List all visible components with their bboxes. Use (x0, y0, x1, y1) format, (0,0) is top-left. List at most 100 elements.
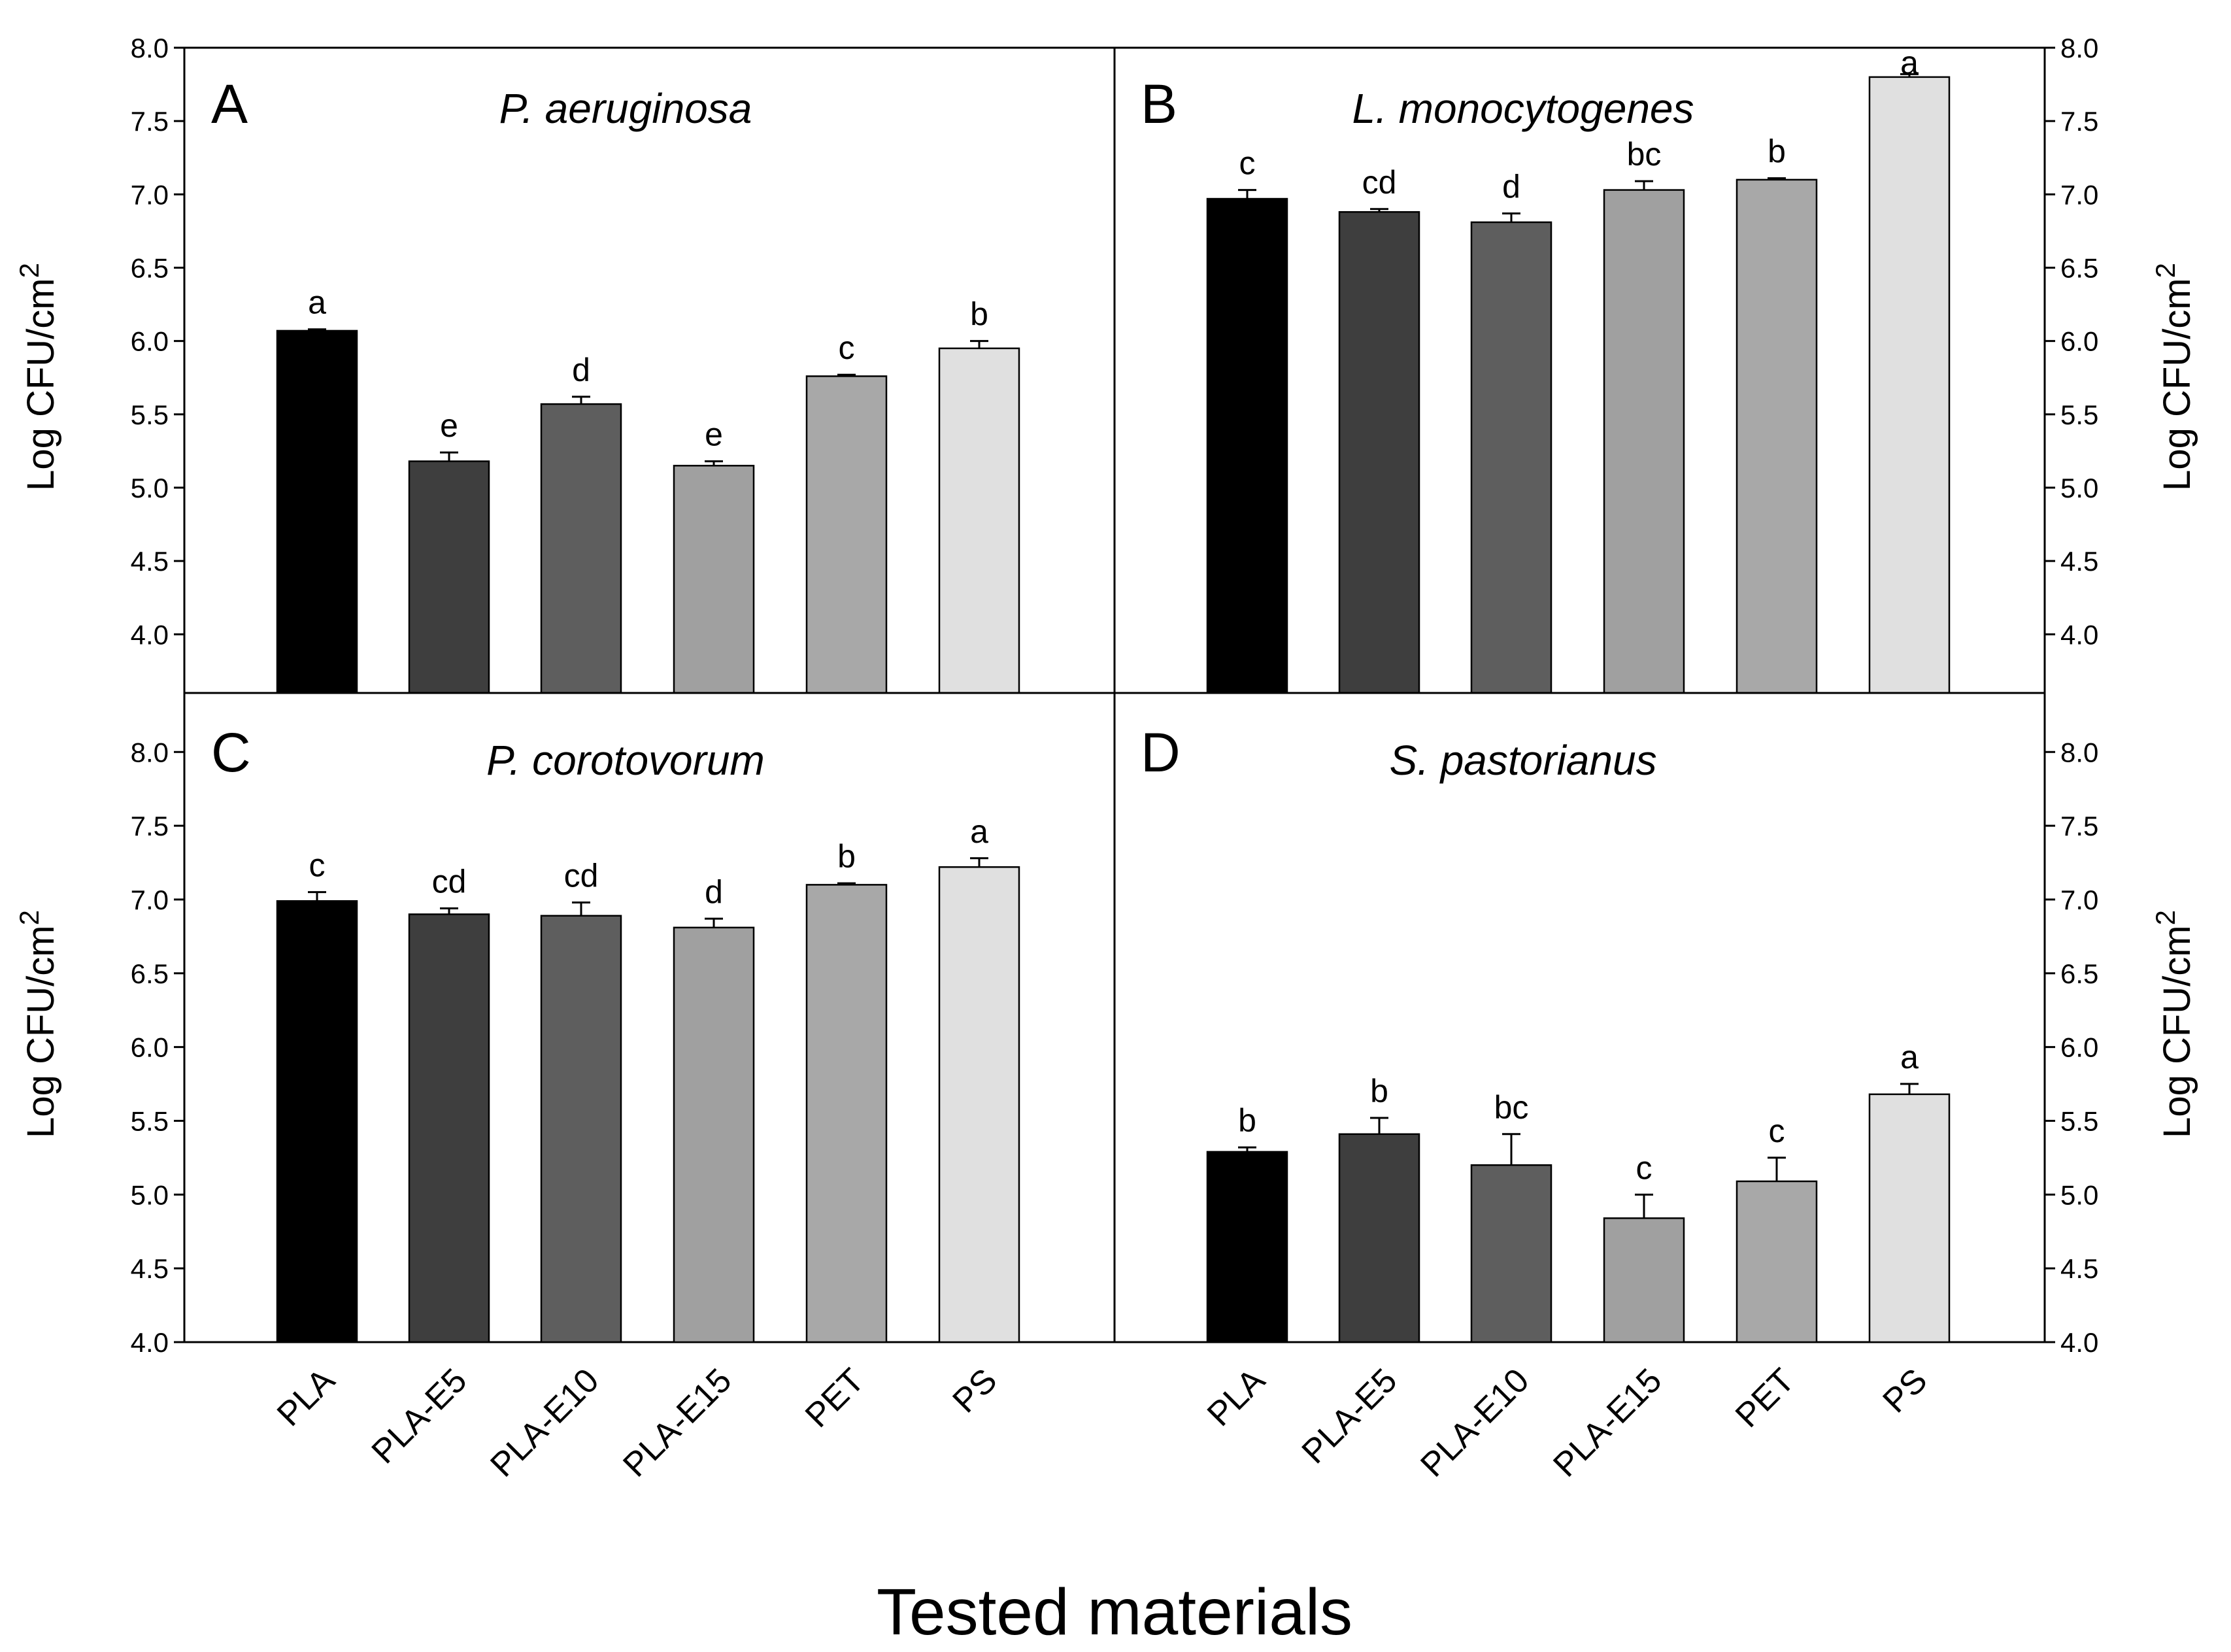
panel-b: 4.0 4.5 5.0 5.5 6.0 6.5 7.0 7.5 8.0 Log CFU/cm2 B L… (1113, 33, 2199, 694)
panel-letter: D (1141, 722, 1181, 783)
y-tick-label: 6.5 (131, 958, 169, 989)
category-label: PET (798, 1361, 872, 1435)
significance-label: c (1769, 1113, 1785, 1149)
y-tick-label: 8.0 (2060, 737, 2098, 767)
y-tick-label: 4.5 (131, 546, 169, 577)
y-tick-label: 7.5 (2060, 106, 2098, 137)
bar (1206, 197, 1288, 694)
significance-label: bc (1494, 1089, 1529, 1126)
y-tick-label: 4.0 (131, 1327, 169, 1358)
panel-d: 4.0 4.5 5.0 5.5 6.0 6.5 7.0 7.5 8.0 Log CFU/cm2 D S… (1113, 692, 2199, 1485)
panel-title: L. monocytogenes (1352, 85, 1694, 132)
significance-label: a (1900, 44, 1919, 81)
y-tick-label: 6.0 (2060, 326, 2098, 357)
panel-letter: A (211, 73, 248, 135)
y-axis-label-text: Log CFU/cm (2156, 278, 2198, 491)
y-axis-label: Log CFU/cm2 (14, 263, 63, 491)
significance-label: bc (1627, 136, 1662, 173)
y-axis-label-superscript: 2 (2150, 910, 2181, 925)
y-tick-label: 4.5 (2060, 1253, 2098, 1284)
panel-letter: C (211, 722, 251, 783)
significance-label: b (970, 296, 988, 333)
category-label: PLA-E15 (1546, 1361, 1669, 1484)
significance-label: d (572, 352, 590, 388)
y-tick-label: 8.0 (131, 737, 169, 767)
y-tick-label: 6.5 (131, 252, 169, 283)
category-label: PLA-E10 (1413, 1361, 1536, 1484)
bar (1603, 189, 1685, 694)
significance-label: c (309, 847, 326, 884)
y-tick-label: 6.0 (2060, 1032, 2098, 1063)
category-label: PLA-E15 (616, 1361, 739, 1484)
y-tick-label: 5.5 (131, 399, 169, 430)
y-tick-label: 7.5 (131, 811, 169, 841)
y-axis-label: Log CFU/cm2 (2150, 910, 2199, 1138)
panel-c: 4.0 4.5 5.0 5.5 6.0 6.5 7.0 7.5 8.0 Log CFU/cm2 C P… (14, 692, 1116, 1485)
bar (276, 900, 358, 1343)
y-tick-label: 4.5 (131, 1253, 169, 1284)
category-label: PET (1728, 1361, 1802, 1435)
y-axis-label-text: Log CFU/cm (20, 925, 62, 1138)
y-tick-label: 4.0 (2060, 1327, 2098, 1358)
significance-label: cd (1362, 164, 1397, 201)
bar (938, 347, 1020, 694)
y-tick-label: 7.5 (2060, 811, 2098, 841)
y-axis-label-text: Log CFU/cm (2156, 925, 2198, 1138)
bar (540, 915, 622, 1343)
bar (1470, 221, 1552, 694)
significance-label: c (1636, 1149, 1652, 1186)
y-tick-label: 6.0 (131, 1032, 169, 1063)
y-axis-label-superscript: 2 (2150, 263, 2181, 278)
panel-title: P. aeruginosa (499, 85, 752, 132)
category-label: PLA-E5 (1295, 1361, 1405, 1471)
bar (673, 465, 755, 694)
category-label: PLA-E5 (365, 1361, 475, 1471)
bar (1470, 1164, 1552, 1343)
y-tick-label: 5.0 (131, 1179, 169, 1210)
category-label: PLA (1200, 1361, 1273, 1434)
significance-label: a (970, 813, 988, 850)
significance-label: b (837, 838, 856, 875)
significance-label: c (839, 329, 855, 366)
bar (1736, 178, 1818, 694)
y-tick-label: 6.0 (131, 326, 169, 357)
panel-title: P. corotovorum (486, 737, 765, 784)
significance-label: b (1370, 1073, 1388, 1109)
y-tick-label: 5.0 (131, 473, 169, 503)
panel-frame (1113, 692, 2046, 1343)
significance-label: b (1768, 133, 1786, 170)
panel-title: S. pastorianus (1389, 737, 1656, 784)
bar (540, 403, 622, 694)
significance-label: e (440, 407, 458, 444)
bar (1603, 1217, 1685, 1343)
y-tick-label: 8.0 (131, 33, 169, 63)
significance-label: d (705, 873, 723, 910)
y-tick-label: 7.0 (131, 179, 169, 210)
y-axis-label: Log CFU/cm2 (2150, 263, 2199, 491)
y-tick-label: 4.0 (2060, 619, 2098, 650)
y-tick-label: 5.0 (2060, 1179, 2098, 1210)
y-tick-label: 4.0 (131, 619, 169, 650)
bar (805, 884, 888, 1343)
bar (673, 926, 755, 1343)
y-tick-label: 7.5 (131, 106, 169, 137)
bar (938, 866, 1020, 1343)
category-label: PS (1875, 1361, 1934, 1420)
significance-label: a (1900, 1039, 1919, 1075)
bar (1736, 1180, 1818, 1343)
bar (408, 460, 490, 694)
bar (805, 375, 888, 694)
y-axis-label-superscript: 2 (14, 910, 44, 925)
y-tick-label: 7.0 (2060, 179, 2098, 210)
significance-label: cd (432, 863, 467, 900)
bar (1206, 1151, 1288, 1343)
y-tick-label: 5.5 (131, 1105, 169, 1136)
y-tick-label: 5.0 (2060, 473, 2098, 503)
bar (408, 913, 490, 1343)
panel-letter: B (1141, 73, 1177, 135)
y-tick-label: 7.0 (2060, 885, 2098, 915)
significance-label: b (1238, 1102, 1256, 1139)
panel-a: 4.0 4.5 5.0 5.5 6.0 6.5 7.0 7.5 8.0 Log CFU/cm2 A P… (14, 33, 1116, 694)
bar (1868, 76, 1951, 694)
